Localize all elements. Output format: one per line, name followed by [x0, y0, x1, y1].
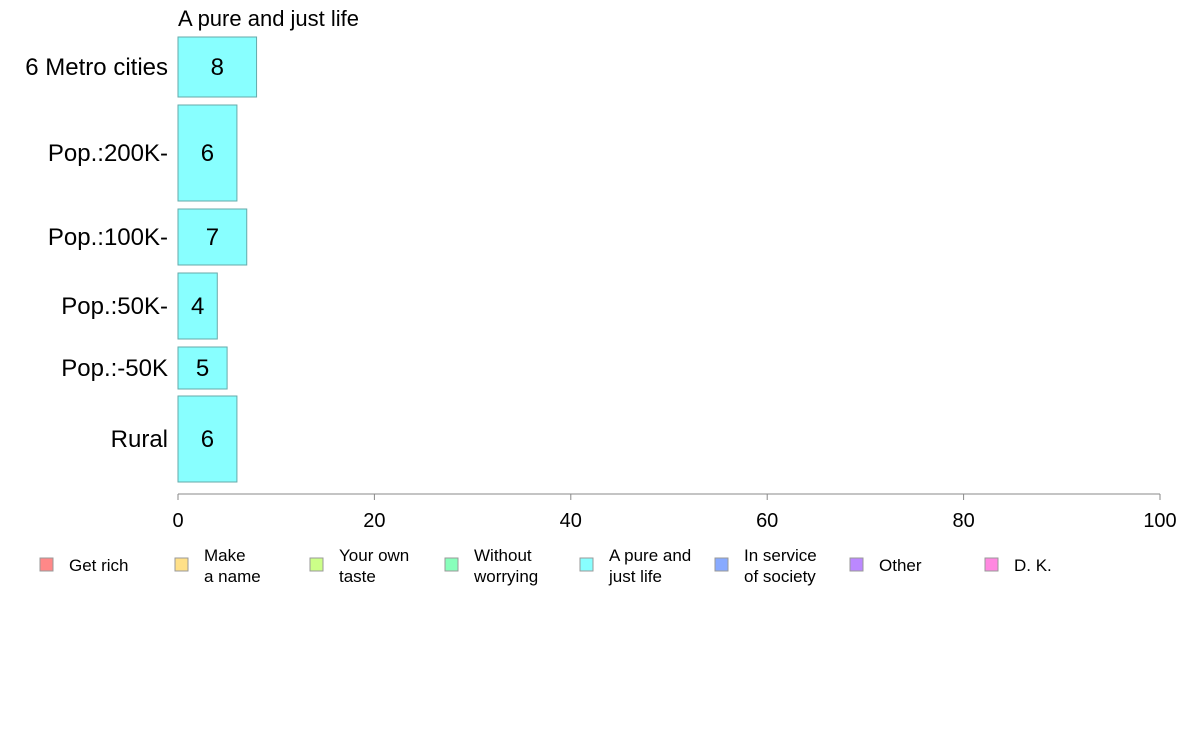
x-tick-label: 60	[756, 510, 778, 532]
legend: Get rich Make a name Your own taste Without wo…	[39, 546, 1052, 586]
category-label: Pop.:-50K	[61, 355, 168, 382]
legend-item: In service of society	[714, 546, 817, 586]
category-label: Rural	[111, 426, 168, 453]
bar	[177, 346, 228, 390]
legend-swatch	[714, 557, 729, 572]
bars-layer: 8 6 Metro cities 6 Pop.:200K- 7 Pop.:100K- 4 Po…	[25, 36, 258, 483]
legend-swatch	[579, 557, 594, 572]
legend-label: D. K.	[1014, 556, 1052, 575]
legend-label: Get rich	[69, 556, 129, 575]
x-tick-label: 80	[952, 510, 974, 532]
legend-item: A pure and just life	[579, 546, 691, 586]
legend-label: Your own	[339, 546, 409, 565]
legend-label: Other	[879, 556, 922, 575]
legend-label: a name	[204, 567, 261, 586]
legend-item: Your own taste	[309, 546, 409, 586]
bar-value-label: 8	[211, 54, 224, 81]
bar	[177, 208, 248, 266]
legend-label: of society	[744, 567, 816, 586]
bar	[177, 395, 238, 483]
legend-item: D. K.	[984, 556, 1052, 575]
bar-value-label: 7	[206, 224, 219, 251]
x-tick-label: 0	[172, 510, 183, 532]
bar	[177, 272, 218, 340]
x-tick-label: 40	[560, 510, 582, 532]
category-label: Pop.:50K-	[61, 293, 168, 320]
legend-swatch	[39, 557, 54, 572]
legend-swatch	[849, 557, 864, 572]
x-axis: 0 20 40 60 80 100	[172, 493, 1177, 532]
legend-item: Without worrying	[444, 546, 538, 586]
legend-label: A pure and	[609, 546, 691, 565]
legend-label: worrying	[473, 567, 538, 586]
chart-title: A pure and just life	[178, 6, 359, 31]
bar-value-label: 4	[191, 293, 204, 320]
legend-swatch	[444, 557, 459, 572]
legend-label: taste	[339, 567, 376, 586]
bar-value-label: 6	[201, 140, 214, 167]
legend-label: In service	[744, 546, 817, 565]
bar-value-label: 5	[196, 355, 209, 382]
legend-swatch	[174, 557, 189, 572]
category-label: Pop.:200K-	[48, 140, 168, 167]
legend-label: Make	[204, 546, 246, 565]
bar-value-label: 6	[201, 426, 214, 453]
legend-label: just life	[608, 567, 662, 586]
category-label: 6 Metro cities	[25, 54, 168, 81]
legend-item: Get rich	[39, 556, 129, 575]
legend-swatch	[309, 557, 324, 572]
legend-label: Without	[474, 546, 532, 565]
category-label: Pop.:100K-	[48, 224, 168, 251]
x-tick-label: 100	[1143, 510, 1176, 532]
x-tick-label: 20	[363, 510, 385, 532]
legend-item: Other	[849, 556, 922, 575]
bar	[177, 36, 258, 98]
legend-swatch	[984, 557, 999, 572]
legend-item: Make a name	[174, 546, 261, 586]
bar	[177, 104, 238, 202]
